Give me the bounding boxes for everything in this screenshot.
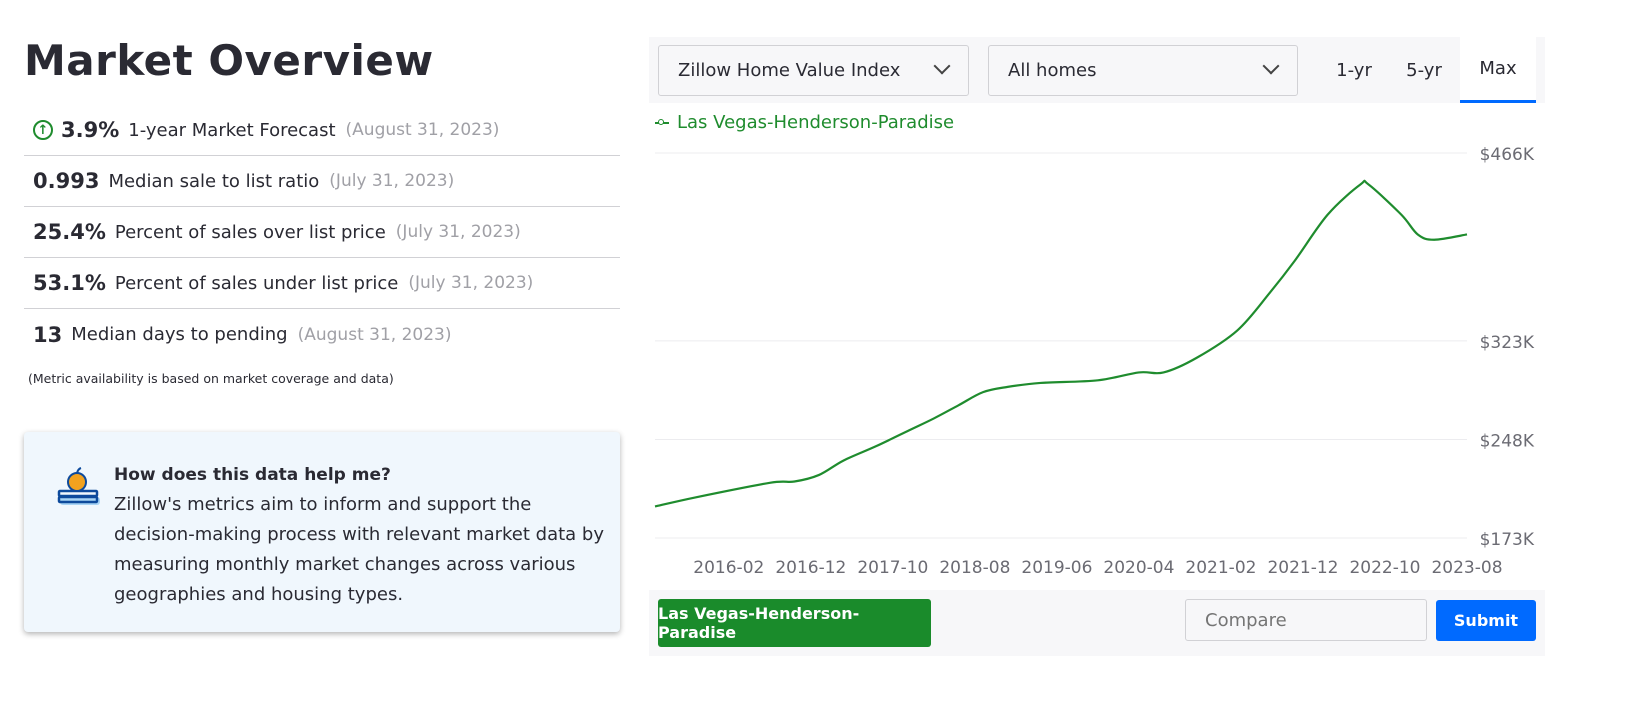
apple-on-books-icon <box>57 467 100 505</box>
metric-value: 3.9% <box>61 118 120 142</box>
line-chart: $466K $323K $248K $173K 2016-02 2016-12 2017-1… <box>654 145 1535 578</box>
x-tick-label: 2020-04 <box>1103 558 1174 578</box>
x-tick-label: 2018-08 <box>939 558 1010 578</box>
help-title: How does this data help me? <box>114 465 391 485</box>
series-line-las-vegas <box>654 179 1468 508</box>
help-card: How does this data help me? Zillow's met… <box>24 432 620 632</box>
metric-date: (August 31, 2023) <box>297 324 452 345</box>
metric-value: 13 <box>33 322 63 347</box>
range-5yr[interactable]: 5-yr <box>1406 59 1442 81</box>
home-type-select[interactable]: All homes <box>988 45 1298 96</box>
metrics-list: ↑ 3.9% 1-year Market Forecast (August 31, 2… <box>24 105 620 360</box>
x-tick-label: 2016-12 <box>775 558 846 578</box>
availability-note: (Metric availability is based on market … <box>28 371 394 386</box>
page-title: Market Overview <box>24 36 434 85</box>
x-tick-label: 2016-02 <box>693 558 764 578</box>
metric-select[interactable]: Zillow Home Value Index <box>658 45 969 96</box>
submit-button[interactable]: Submit <box>1436 600 1536 641</box>
range-max[interactable]: Max <box>1460 37 1536 103</box>
y-tick-label: $173K <box>1480 530 1535 550</box>
metric-date: (July 31, 2023) <box>395 222 521 242</box>
x-tick-label: 2023-08 <box>1431 558 1502 578</box>
legend-label: Las Vegas-Henderson-Paradise <box>677 112 955 133</box>
x-tick-label: 2017-10 <box>857 558 928 578</box>
help-body: Zillow's metrics aim to inform and suppo… <box>114 494 605 605</box>
metric-days-pending: 13 Median days to pending (August 31, 2023… <box>24 309 620 360</box>
region-button[interactable]: Las Vegas-Henderson-Paradise <box>658 599 931 647</box>
x-tick-label: 2021-12 <box>1267 558 1338 578</box>
x-tick-label: 2021-02 <box>1185 558 1256 578</box>
metric-label: Median days to pending <box>71 324 288 345</box>
chart-legend: Las Vegas-Henderson-Paradise <box>655 112 954 133</box>
metric-label: Percent of sales under list price <box>114 272 399 294</box>
metric-label: Median sale to list ratio <box>108 170 320 192</box>
metric-label: 1-year Market Forecast <box>128 119 336 141</box>
metric-under-list: 53.1% Percent of sales under list price (J… <box>24 258 620 309</box>
metric-date: (July 31, 2023) <box>408 273 534 293</box>
metric-date: (August 31, 2023) <box>345 120 500 140</box>
metric-value: 25.4% <box>33 220 106 244</box>
y-tick-label: $466K <box>1480 145 1535 165</box>
y-tick-label: $248K <box>1480 431 1535 451</box>
metric-label: Percent of sales over list price <box>114 221 386 243</box>
metric-over-list: 25.4% Percent of sales over list price (Ju… <box>24 207 620 258</box>
compare-input[interactable] <box>1185 599 1427 641</box>
metric-forecast: ↑ 3.9% 1-year Market Forecast (August 31, 2… <box>24 105 620 156</box>
x-tick-label: 2019-06 <box>1021 558 1092 578</box>
metric-value: 53.1% <box>33 271 106 295</box>
metric-sale-to-list: 0.993 Median sale to list ratio (July 31, … <box>24 156 620 207</box>
chart-controls: Zillow Home Value Index All homes 1-yr 5… <box>649 37 1545 103</box>
home-type-select-value: All homes <box>1008 60 1097 81</box>
metric-value: 0.993 <box>33 169 100 193</box>
metric-select-value: Zillow Home Value Index <box>678 60 901 81</box>
metric-date: (July 31, 2023) <box>329 171 455 191</box>
legend-marker-icon <box>655 118 669 125</box>
x-tick-label: 2022-10 <box>1349 558 1420 578</box>
compare-bar: Las Vegas-Henderson-Paradise Submit <box>649 590 1545 656</box>
range-1yr[interactable]: 1-yr <box>1336 59 1372 81</box>
arrow-up-circle-icon: ↑ <box>33 120 53 140</box>
y-tick-label: $323K <box>1480 333 1535 353</box>
